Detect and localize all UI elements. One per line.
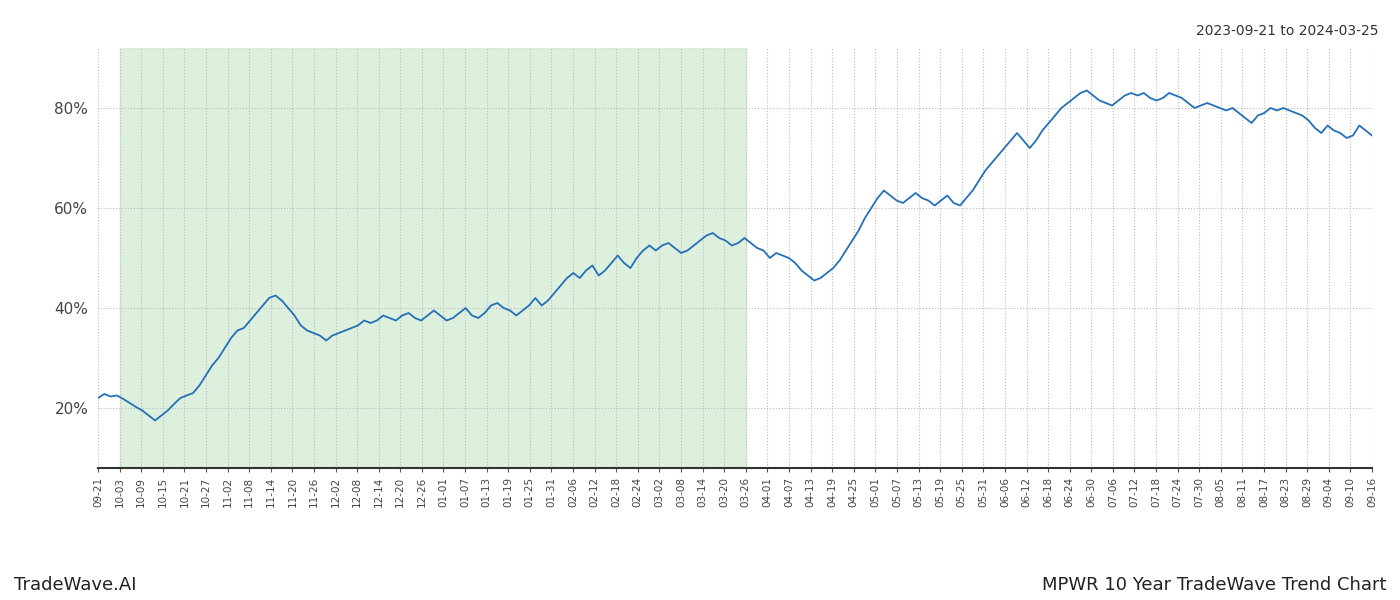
Text: 2023-09-21 to 2024-03-25: 2023-09-21 to 2024-03-25 <box>1197 24 1379 38</box>
Text: TradeWave.AI: TradeWave.AI <box>14 576 137 594</box>
Bar <box>119 48 746 468</box>
Text: MPWR 10 Year TradeWave Trend Chart: MPWR 10 Year TradeWave Trend Chart <box>1042 576 1386 594</box>
